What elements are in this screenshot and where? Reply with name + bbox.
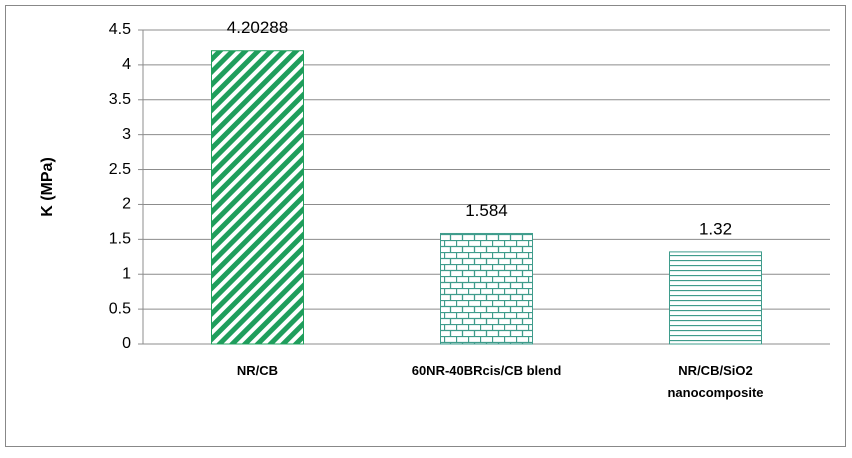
bar (669, 251, 762, 345)
chart-border (5, 5, 846, 447)
y-tick-label: 4 (122, 56, 131, 73)
y-tick-label: 0.5 (109, 300, 131, 317)
y-tick-label: 1 (122, 265, 131, 282)
y-tick-label: 3 (122, 126, 131, 143)
y-tick-label: 4.5 (109, 21, 131, 38)
y-tick-label: 2 (122, 196, 131, 213)
value-label: 1.584 (465, 201, 508, 220)
x-tick-label: NR/CB (237, 363, 278, 378)
y-axis-label: K (MPa) (39, 157, 56, 217)
bar (211, 50, 304, 345)
y-tick-label: 2.5 (109, 161, 131, 178)
x-tick-label: 60NR-40BRcis/CB blend (412, 363, 562, 378)
y-tick-label: 0 (122, 335, 131, 352)
x-tick-label: NR/CB/SiO2 nanocomposite (667, 363, 763, 400)
y-tick-label: 3.5 (109, 91, 131, 108)
value-label: 1.32 (699, 219, 732, 238)
bar (440, 232, 533, 345)
value-label: 4.20288 (227, 18, 288, 37)
y-tick-label: 1.5 (109, 231, 131, 248)
